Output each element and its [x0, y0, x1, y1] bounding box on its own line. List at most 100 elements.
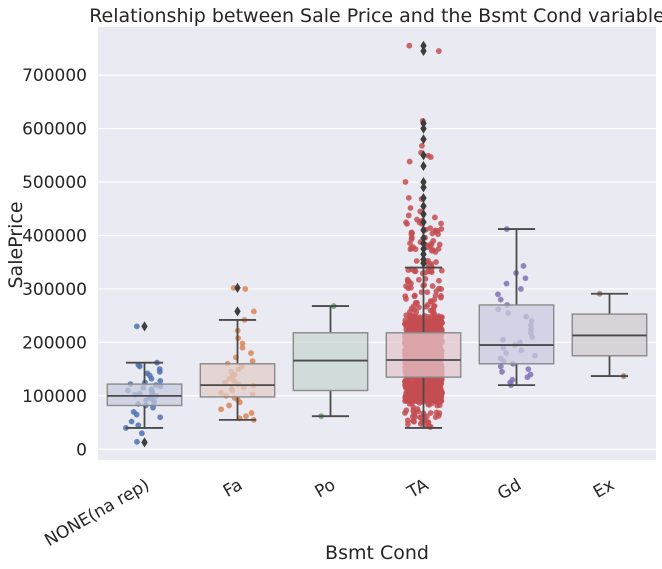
box-none-na-rep- [106, 321, 183, 448]
box-po [292, 305, 369, 418]
strip-point [431, 214, 438, 221]
strip-point [427, 410, 434, 416]
y-tick-label: 500000 [22, 173, 87, 193]
strip-point [135, 422, 142, 429]
strip-point [406, 314, 413, 321]
strip-point [431, 296, 438, 303]
box-ta [385, 40, 462, 429]
y-axis-label: SalePrice [5, 201, 27, 288]
strip-point [226, 402, 232, 409]
y-tick-label: 0 [76, 440, 87, 460]
strip-point [405, 267, 412, 274]
strip-point [408, 284, 414, 291]
box-gd [478, 228, 555, 387]
x-tick-label: Ex [590, 475, 618, 503]
strip-point [438, 286, 445, 292]
x-tick-label: TA [403, 475, 432, 503]
outlier-marker [420, 233, 427, 244]
strip-point [430, 306, 437, 313]
strip-point [133, 323, 140, 330]
outlier-marker [420, 258, 427, 269]
strip-point [239, 344, 246, 351]
strip-point [411, 322, 418, 329]
strip-point [249, 358, 256, 365]
strip-point [433, 315, 440, 322]
strip-point [427, 154, 434, 160]
x-tick-label: NONE(na rep) [41, 475, 153, 551]
y-tick-label: 100000 [22, 387, 87, 407]
strip-point [413, 398, 420, 405]
strip-point [434, 380, 441, 386]
outlier-marker [141, 321, 148, 332]
box-iqr [385, 332, 462, 378]
strip-point [248, 410, 255, 416]
outlier-marker [420, 209, 427, 220]
strip-point [432, 392, 439, 399]
box-fa [199, 282, 276, 421]
strip-point [522, 275, 529, 282]
strip-point [218, 406, 224, 413]
strip-point [144, 370, 151, 377]
strip-point [415, 276, 422, 283]
strip-point [403, 380, 410, 387]
x-tick-labels: NONE(na rep) Fa Po TA Gd Ex [41, 475, 618, 551]
strip-point [412, 413, 419, 420]
strip-point [407, 205, 414, 211]
chart-title: Relationship between Sale Price and the … [89, 5, 662, 27]
outlier-marker [234, 306, 241, 317]
strip-point [431, 384, 438, 391]
outlier-marker [420, 118, 427, 129]
strip-point [427, 243, 434, 250]
strip-point [406, 158, 413, 165]
box-plots [106, 40, 648, 448]
strip-point [429, 283, 436, 289]
strip-point [403, 397, 410, 404]
strip-point [242, 286, 249, 292]
outlier-marker [420, 134, 427, 145]
strip-point [410, 244, 417, 251]
outlier-marker [420, 123, 427, 134]
strip-point [413, 258, 420, 264]
strip-point [427, 225, 434, 232]
x-tick-label: Gd [494, 475, 525, 504]
outlier-marker [420, 182, 427, 193]
strip-point [438, 327, 445, 334]
strip-point [525, 366, 532, 373]
strip-point [406, 42, 413, 49]
strip-point [248, 350, 254, 356]
strip-point [438, 220, 444, 227]
outlier-marker [420, 177, 427, 188]
y-tick-label: 200000 [22, 333, 87, 353]
strip-point [410, 385, 417, 392]
box-iqr [106, 383, 183, 407]
strip-point [408, 236, 415, 243]
strip-point [403, 407, 410, 414]
strip-point [406, 319, 413, 325]
strip-point [424, 289, 431, 296]
strip-point [405, 390, 412, 397]
strip-point [403, 219, 409, 226]
box-iqr [199, 363, 276, 398]
strip-point [438, 293, 444, 299]
strip-point [130, 408, 137, 415]
strip-point [497, 363, 504, 370]
strip-point [433, 409, 440, 416]
box-iqr [478, 304, 555, 365]
outlier-marker [420, 243, 427, 254]
box-iqr [292, 332, 369, 392]
strip-point [413, 309, 420, 315]
y-tick-label: 400000 [22, 226, 87, 246]
x-tick-label: Fa [220, 475, 246, 502]
outlier-marker [420, 249, 427, 260]
strip-point [423, 326, 430, 333]
outlier-marker [420, 46, 427, 57]
outlier-marker [420, 150, 427, 161]
y-tick-labels: 0 100000 200000 300000 400000 500000 600000 700… [22, 66, 87, 460]
strip-point [527, 371, 534, 378]
strip-point [433, 259, 439, 265]
strip-point [432, 228, 439, 235]
strip-point [499, 368, 505, 375]
strip-point [156, 366, 163, 373]
strip-point [408, 231, 415, 238]
